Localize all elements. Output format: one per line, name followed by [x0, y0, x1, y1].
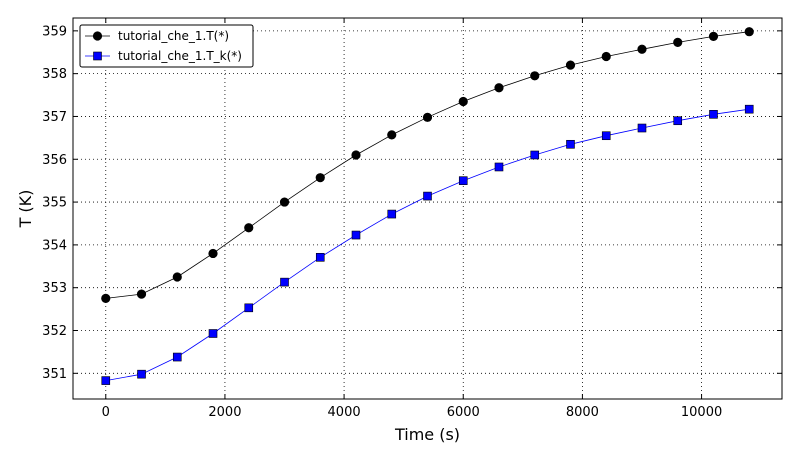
y-tick-label: 355 — [42, 196, 67, 211]
grid-lines — [73, 18, 782, 399]
y-tick-label: 354 — [42, 238, 67, 253]
legend-label: tutorial_che_1.T(*) — [118, 29, 229, 43]
data-point — [280, 277, 289, 287]
data-point — [709, 110, 718, 119]
x-axis: 0 2000 4000 6000 8000 10000 — [102, 18, 722, 420]
y-tick-label: 356 — [42, 153, 67, 168]
data-point — [565, 60, 576, 70]
y-tick-label: 351 — [42, 367, 67, 382]
series-2 — [101, 104, 754, 385]
legend-item: tutorial_che_1.T(*) — [85, 29, 229, 43]
x-tick-label: 8000 — [566, 405, 599, 420]
data-point — [244, 223, 254, 233]
data-point — [244, 303, 254, 313]
series-layer — [101, 27, 754, 385]
data-point — [172, 352, 182, 362]
data-point — [673, 37, 683, 48]
x-tick-label: 2000 — [208, 405, 241, 420]
data-point — [708, 31, 719, 42]
data-point — [601, 51, 611, 62]
data-point — [387, 209, 397, 219]
x-axis-label: Time (s) — [394, 425, 460, 444]
data-point — [208, 248, 218, 259]
data-point — [601, 131, 611, 141]
data-point — [637, 44, 647, 54]
data-point — [744, 104, 754, 114]
data-point — [172, 272, 182, 282]
y-tick-label: 357 — [42, 110, 67, 125]
data-point — [101, 376, 111, 385]
legend-marker — [93, 51, 102, 61]
legend-box — [79, 24, 254, 68]
x-tick-label: 6000 — [447, 405, 480, 420]
data-point — [494, 162, 504, 172]
plot-frame — [72, 17, 783, 400]
data-point — [458, 176, 468, 185]
data-point — [101, 293, 111, 303]
y-tick-label: 352 — [42, 324, 67, 339]
x-tick-label: 4000 — [328, 405, 361, 420]
y-axis: 351 352 353 354 355 356 357 358 359 — [42, 24, 782, 382]
y-axis-label: T (K) — [16, 190, 35, 229]
legend: tutorial_che_1.T(*) tutorial_che_1.T_k(*) — [79, 24, 254, 68]
legend-item: tutorial_che_1.T_k(*) — [85, 49, 242, 63]
data-point — [351, 150, 361, 160]
y-tick-label: 359 — [42, 24, 67, 39]
series-line — [105, 31, 750, 299]
data-point — [530, 71, 540, 81]
data-point — [744, 27, 754, 37]
data-point — [136, 289, 147, 299]
data-point — [208, 329, 218, 338]
data-point — [279, 197, 290, 207]
x-tick-label: 0 — [102, 405, 110, 420]
data-point — [637, 123, 647, 133]
legend-marker — [92, 31, 103, 41]
data-point — [351, 230, 361, 240]
data-point — [458, 96, 468, 107]
data-point — [494, 83, 504, 93]
data-point — [315, 173, 325, 183]
legend-label: tutorial_che_1.T_k(*) — [118, 49, 242, 63]
data-point — [387, 130, 397, 140]
data-point — [673, 116, 683, 126]
data-point — [566, 139, 575, 149]
x-tick-label: 10000 — [681, 405, 722, 420]
y-tick-label: 358 — [42, 67, 67, 82]
series-line — [105, 108, 750, 381]
data-point — [423, 191, 432, 201]
series-1 — [101, 27, 754, 303]
data-point — [422, 112, 433, 122]
data-point — [530, 150, 540, 160]
data-point — [137, 369, 146, 379]
y-tick-label: 353 — [42, 281, 67, 296]
data-point — [315, 253, 325, 262]
